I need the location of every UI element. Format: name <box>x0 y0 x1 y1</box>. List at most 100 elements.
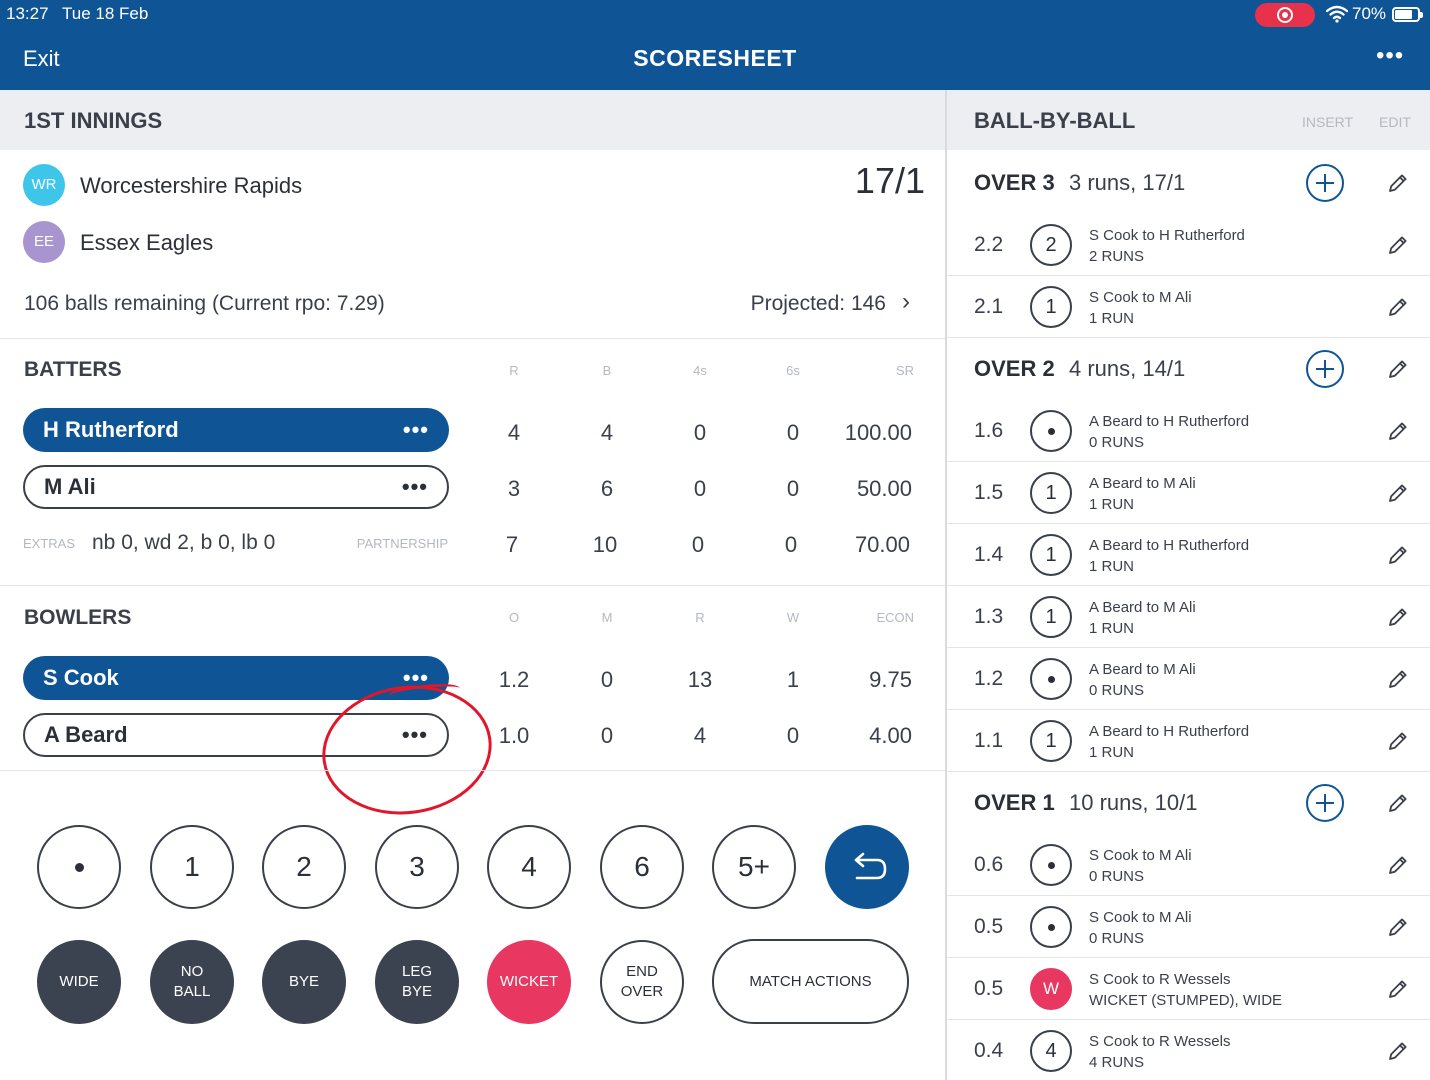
batter-options-icon[interactable]: ••• <box>402 417 429 442</box>
wifi-icon <box>1326 5 1348 23</box>
no-ball-button[interactable]: NO BALL <box>150 940 234 1024</box>
partnership-sixes: 0 <box>784 532 798 557</box>
dot-ball-button[interactable] <box>37 825 121 909</box>
ball-row[interactable]: 2.2 2 S Cook to H Rutherford 2 RUNS <box>947 214 1430 276</box>
edit-ball-icon[interactable] <box>1387 668 1409 690</box>
ball-outcome: 1 RUN <box>1089 558 1135 575</box>
ball-outcome: 1 RUN <box>1089 496 1135 513</box>
ball-number: 1.2 <box>974 667 1004 690</box>
battery-icon <box>1392 7 1423 22</box>
bowler-options-icon[interactable]: ••• <box>402 665 429 690</box>
edit-ball-icon[interactable] <box>1387 978 1409 1000</box>
ball-row[interactable]: 1.2 A Beard to M Ali 0 RUNS <box>947 648 1430 710</box>
four-runs-button[interactable]: 4 <box>487 825 571 909</box>
ball-number: 0.5 <box>974 977 1004 1000</box>
current-bowler[interactable]: S Cook ••• <box>23 656 449 700</box>
six-runs-button[interactable]: 6 <box>600 825 684 909</box>
five-plus-button[interactable]: 5+ <box>712 825 796 909</box>
undo-button[interactable] <box>825 825 909 909</box>
column-header: B <box>602 363 612 378</box>
edit-ball-icon[interactable] <box>1387 606 1409 628</box>
over-header: OVER 3 3 runs, 17/1 <box>947 152 1430 214</box>
ball-row[interactable]: 1.6 A Beard to H Rutherford 0 RUNS <box>947 400 1430 462</box>
add-ball-icon[interactable] <box>1306 784 1344 822</box>
edit-ball-icon[interactable] <box>1387 482 1409 504</box>
status-bar: 13:27 Tue 18 Feb 70% <box>0 0 1430 30</box>
screen-recording-icon[interactable] <box>1255 3 1315 27</box>
bye-label: BYE <box>288 973 319 990</box>
ball-by-ball-header: BALL-BY-BALL INSERT EDIT <box>947 90 1430 150</box>
row-divider <box>947 523 1430 524</box>
balls-remaining: 106 balls remaining (Current rpo: 7.29) <box>24 292 385 315</box>
edit-button[interactable]: EDIT <box>1379 114 1411 130</box>
wide-button[interactable]: WIDE <box>37 940 121 1024</box>
exit-button[interactable]: Exit <box>23 46 60 71</box>
battery-percentage: 70% <box>1352 4 1387 23</box>
leg-bye-button[interactable]: LEG BYE <box>375 940 459 1024</box>
edit-over-icon[interactable] <box>1387 792 1409 814</box>
end-over-line2: OVER <box>620 983 664 1000</box>
ball-matchup: S Cook to R Wessels <box>1089 971 1231 988</box>
edit-ball-icon[interactable] <box>1387 296 1409 318</box>
chevron-right-icon[interactable]: › <box>902 288 910 315</box>
batter-name: H Rutherford <box>43 417 179 442</box>
over-label: OVER 2 <box>974 356 1055 381</box>
ball-row[interactable]: 0.5 S Cook to M Ali 0 RUNS <box>947 896 1430 958</box>
edit-over-icon[interactable] <box>1387 172 1409 194</box>
other-bowler[interactable]: A Beard ••• <box>23 713 449 757</box>
edit-ball-icon[interactable] <box>1387 1040 1409 1062</box>
end-over-button[interactable]: END OVER <box>600 940 684 1024</box>
ball-row[interactable]: 0.4 4 S Cook to R Wessels 4 RUNS <box>947 1020 1430 1080</box>
ball-row[interactable]: 1.5 1 A Beard to M Ali 1 RUN <box>947 462 1430 524</box>
ball-row[interactable]: 1.1 1 A Beard to H Rutherford 1 RUN <box>947 710 1430 772</box>
insert-button[interactable]: INSERT <box>1302 114 1354 130</box>
bowler-runs: 13 <box>687 667 713 692</box>
leg-bye-line1: LEG <box>401 963 432 980</box>
bowler-options-icon[interactable]: ••• <box>401 722 428 747</box>
edit-ball-icon[interactable] <box>1387 544 1409 566</box>
ball-row[interactable]: 1.4 1 A Beard to H Rutherford 1 RUN <box>947 524 1430 586</box>
ball-result-badge: W <box>1030 968 1072 1010</box>
ball-row[interactable]: 2.1 1 S Cook to M Ali 1 RUN <box>947 276 1430 338</box>
ball-outcome: 0 RUNS <box>1089 434 1145 451</box>
ball-outcome: 0 RUNS <box>1089 930 1145 947</box>
ball-row[interactable]: 1.3 1 A Beard to M Ali 1 RUN <box>947 586 1430 648</box>
add-ball-icon[interactable] <box>1306 164 1344 202</box>
one-run-button[interactable]: 1 <box>150 825 234 909</box>
batter-non-striker[interactable]: M Ali ••• <box>23 465 449 509</box>
batter-on-strike[interactable]: H Rutherford ••• <box>23 408 449 452</box>
ball-row[interactable]: 0.6 S Cook to M Ali 0 RUNS <box>947 834 1430 896</box>
column-header: 6s <box>786 363 800 378</box>
extras-value: nb 0, wd 2, b 0, lb 0 <box>92 531 276 554</box>
ball-matchup: A Beard to M Ali <box>1089 599 1196 616</box>
ball-row[interactable]: 0.5 W S Cook to R Wessels WICKET (STUMPED),… <box>947 958 1430 1020</box>
three-runs-button[interactable]: 3 <box>375 825 459 909</box>
bowler-economy: 9.75 <box>869 667 912 692</box>
more-options-button[interactable]: ••• <box>1376 42 1405 69</box>
over-summary: 10 runs, 10/1 <box>1069 790 1198 815</box>
edit-over-icon[interactable] <box>1387 358 1409 380</box>
edit-ball-icon[interactable] <box>1387 730 1409 752</box>
bye-button[interactable]: BYE <box>262 940 346 1024</box>
edit-ball-icon[interactable] <box>1387 854 1409 876</box>
match-actions-button[interactable]: MATCH ACTIONS <box>712 939 909 1024</box>
row-divider <box>947 337 1430 338</box>
edit-ball-icon[interactable] <box>1387 420 1409 442</box>
two-runs-button[interactable]: 2 <box>262 825 346 909</box>
edit-ball-icon[interactable] <box>1387 234 1409 256</box>
ball-description: S Cook to M Ali 0 RUNS <box>1089 907 1192 949</box>
wicket-button[interactable]: WICKET <box>487 940 571 1024</box>
wicket-label: WICKET <box>499 973 559 990</box>
batter-options-icon[interactable]: ••• <box>401 474 428 499</box>
bowler-wickets: 0 <box>786 723 800 748</box>
over-summary: 3 runs, 17/1 <box>1069 170 1186 195</box>
leg-bye-line2: BYE <box>401 983 432 1000</box>
projected-score-link[interactable]: Projected: 146 <box>750 292 886 315</box>
ball-description: A Beard to M Ali 1 RUN <box>1089 473 1196 515</box>
ball-number: 2.2 <box>974 233 1004 256</box>
ball-description: A Beard to H Rutherford 1 RUN <box>1089 721 1249 763</box>
ball-result-badge <box>1030 658 1072 700</box>
ball-description: S Cook to H Rutherford 2 RUNS <box>1089 225 1245 267</box>
add-ball-icon[interactable] <box>1306 350 1344 388</box>
edit-ball-icon[interactable] <box>1387 916 1409 938</box>
